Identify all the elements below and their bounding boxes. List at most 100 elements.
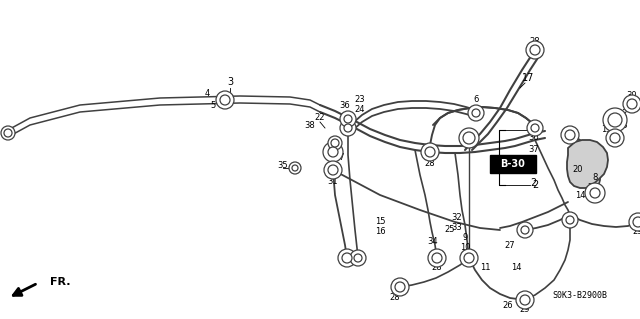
Circle shape bbox=[220, 95, 230, 105]
Circle shape bbox=[395, 282, 405, 292]
Text: 19: 19 bbox=[601, 125, 611, 135]
Circle shape bbox=[4, 129, 12, 137]
Circle shape bbox=[610, 133, 620, 143]
Circle shape bbox=[521, 226, 529, 234]
Text: 1: 1 bbox=[530, 165, 536, 175]
Circle shape bbox=[323, 142, 343, 162]
Circle shape bbox=[338, 249, 356, 267]
Circle shape bbox=[354, 254, 362, 262]
Text: 13: 13 bbox=[617, 121, 627, 130]
Circle shape bbox=[463, 132, 475, 144]
Circle shape bbox=[517, 222, 533, 238]
Circle shape bbox=[627, 99, 637, 109]
Text: 36: 36 bbox=[340, 100, 350, 109]
Circle shape bbox=[328, 165, 338, 175]
Circle shape bbox=[516, 291, 534, 309]
Text: 11: 11 bbox=[480, 263, 490, 272]
Circle shape bbox=[464, 253, 474, 263]
Circle shape bbox=[344, 115, 352, 123]
Circle shape bbox=[561, 126, 579, 144]
Circle shape bbox=[603, 108, 627, 132]
Circle shape bbox=[623, 95, 640, 113]
Circle shape bbox=[531, 124, 539, 132]
Text: 18: 18 bbox=[563, 136, 573, 145]
Text: 22: 22 bbox=[315, 114, 325, 122]
Text: 28: 28 bbox=[530, 38, 540, 47]
Circle shape bbox=[342, 253, 352, 263]
Text: 34: 34 bbox=[428, 238, 438, 247]
Text: 38: 38 bbox=[305, 122, 316, 130]
Bar bbox=[490, 155, 536, 173]
Text: 3: 3 bbox=[227, 77, 233, 87]
Circle shape bbox=[350, 250, 366, 266]
Circle shape bbox=[328, 136, 342, 150]
Circle shape bbox=[565, 130, 575, 140]
Circle shape bbox=[606, 129, 624, 147]
Text: 12: 12 bbox=[617, 108, 627, 117]
Text: 1: 1 bbox=[532, 125, 538, 135]
Text: 20: 20 bbox=[573, 166, 583, 174]
Text: 23: 23 bbox=[355, 95, 365, 105]
Text: 8: 8 bbox=[592, 173, 598, 182]
Text: 4: 4 bbox=[204, 90, 210, 99]
Text: 5: 5 bbox=[211, 100, 216, 109]
Text: 21: 21 bbox=[588, 183, 598, 192]
Text: 25: 25 bbox=[445, 226, 455, 234]
Circle shape bbox=[391, 278, 409, 296]
Circle shape bbox=[527, 120, 543, 136]
Text: 7: 7 bbox=[474, 106, 479, 115]
Text: 14: 14 bbox=[575, 190, 585, 199]
Polygon shape bbox=[567, 140, 608, 188]
Text: 6: 6 bbox=[474, 95, 479, 105]
Text: 2: 2 bbox=[532, 180, 538, 190]
Text: 28: 28 bbox=[390, 293, 400, 301]
Text: 28: 28 bbox=[432, 263, 442, 272]
Text: 32: 32 bbox=[452, 213, 462, 222]
Text: FR.: FR. bbox=[50, 277, 70, 287]
Text: 35: 35 bbox=[278, 160, 288, 169]
Text: 27: 27 bbox=[335, 153, 346, 162]
Text: 37: 37 bbox=[529, 145, 540, 154]
Circle shape bbox=[432, 253, 442, 263]
Text: 36: 36 bbox=[529, 133, 540, 143]
Circle shape bbox=[459, 128, 479, 148]
Circle shape bbox=[344, 124, 352, 132]
Circle shape bbox=[216, 91, 234, 109]
Circle shape bbox=[425, 147, 435, 157]
Circle shape bbox=[472, 109, 480, 117]
Circle shape bbox=[331, 139, 339, 147]
Circle shape bbox=[460, 249, 478, 267]
Text: 31: 31 bbox=[328, 177, 339, 187]
Text: 16: 16 bbox=[374, 227, 385, 236]
Circle shape bbox=[340, 120, 356, 136]
Text: 27: 27 bbox=[505, 241, 515, 250]
Text: B-30: B-30 bbox=[500, 159, 525, 169]
Circle shape bbox=[468, 105, 484, 121]
Text: 2: 2 bbox=[530, 178, 536, 188]
Circle shape bbox=[629, 213, 640, 231]
Circle shape bbox=[526, 41, 544, 59]
Text: 14: 14 bbox=[511, 263, 521, 272]
Text: 33: 33 bbox=[452, 224, 462, 233]
Circle shape bbox=[562, 212, 578, 228]
Text: 29: 29 bbox=[520, 306, 531, 315]
Circle shape bbox=[324, 161, 342, 179]
Text: S0K3-B2900B: S0K3-B2900B bbox=[552, 291, 607, 300]
Text: 29: 29 bbox=[633, 227, 640, 236]
Circle shape bbox=[633, 217, 640, 227]
Text: 17: 17 bbox=[522, 73, 534, 83]
Text: 30: 30 bbox=[627, 92, 637, 100]
Text: 24: 24 bbox=[355, 106, 365, 115]
Circle shape bbox=[590, 188, 600, 198]
Circle shape bbox=[421, 143, 439, 161]
Text: 15: 15 bbox=[375, 218, 385, 226]
Circle shape bbox=[585, 183, 605, 203]
Circle shape bbox=[292, 165, 298, 171]
Circle shape bbox=[289, 162, 301, 174]
Text: 9: 9 bbox=[462, 234, 468, 242]
Text: 28: 28 bbox=[425, 160, 435, 168]
Circle shape bbox=[520, 295, 530, 305]
Circle shape bbox=[328, 147, 338, 157]
Circle shape bbox=[608, 113, 622, 127]
Circle shape bbox=[428, 249, 446, 267]
